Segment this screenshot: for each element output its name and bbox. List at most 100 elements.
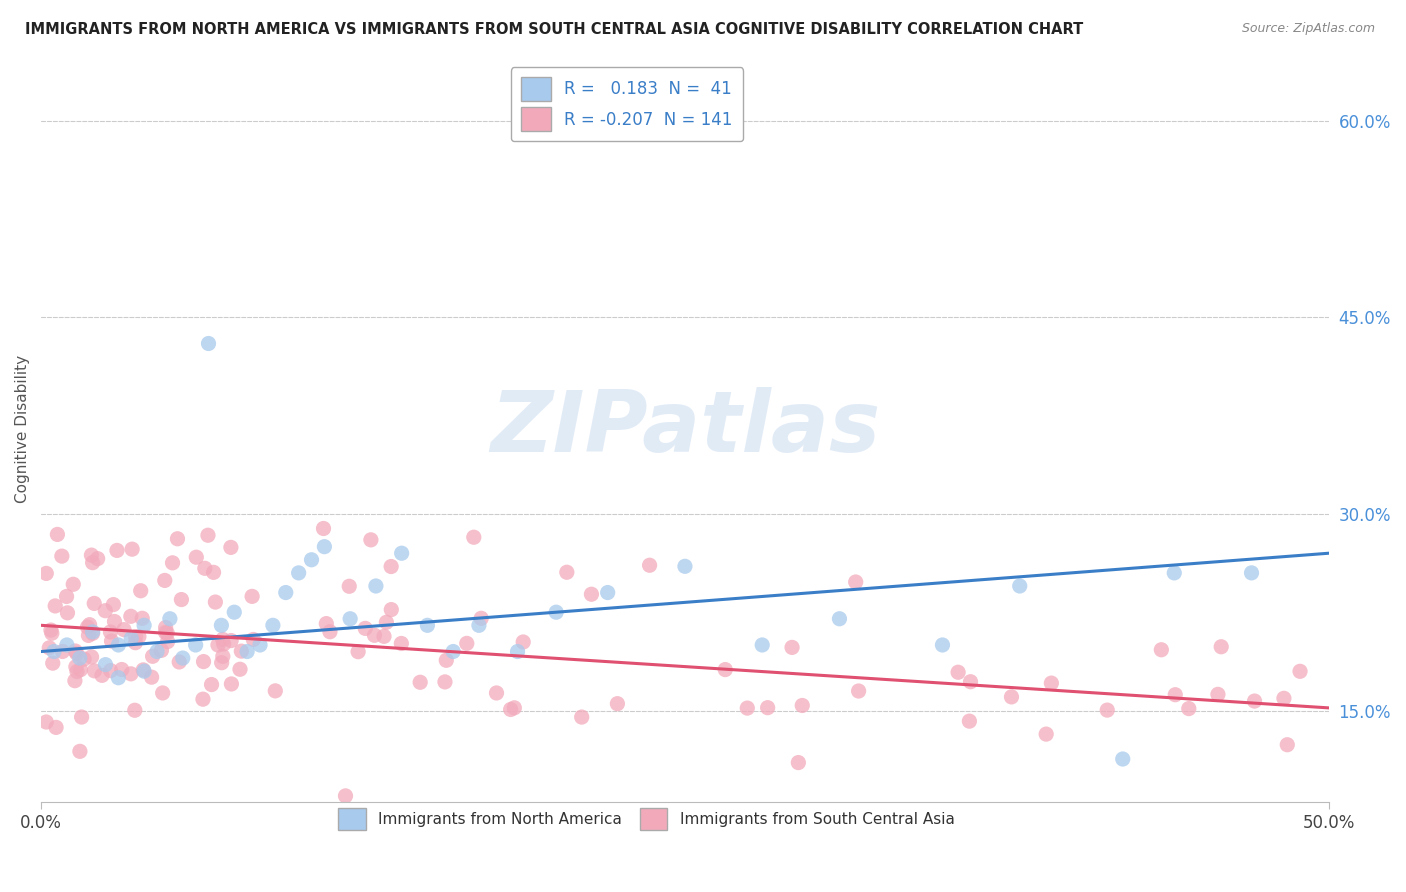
Point bbox=[441, 644, 464, 658]
Point bbox=[105, 543, 128, 558]
Point bbox=[470, 611, 492, 625]
Point bbox=[132, 663, 155, 677]
Point bbox=[69, 663, 91, 677]
Point bbox=[274, 585, 297, 599]
Point bbox=[1040, 676, 1063, 690]
Point bbox=[80, 548, 103, 562]
Point bbox=[596, 585, 619, 599]
Point bbox=[55, 590, 77, 604]
Point bbox=[360, 533, 382, 547]
Point bbox=[555, 566, 578, 580]
Point bbox=[45, 720, 67, 734]
Point bbox=[319, 624, 342, 639]
Point bbox=[1277, 738, 1299, 752]
Point bbox=[828, 612, 851, 626]
Point bbox=[107, 638, 129, 652]
Point bbox=[416, 618, 439, 632]
Point bbox=[314, 540, 336, 554]
Point bbox=[240, 590, 263, 604]
Point bbox=[375, 615, 398, 630]
Point bbox=[124, 630, 146, 644]
Point bbox=[156, 634, 179, 648]
Point bbox=[409, 675, 432, 690]
Point bbox=[571, 710, 593, 724]
Point bbox=[51, 644, 73, 658]
Point bbox=[229, 662, 252, 676]
Point bbox=[82, 626, 104, 640]
Point bbox=[152, 686, 174, 700]
Point bbox=[166, 532, 188, 546]
Point bbox=[44, 599, 66, 613]
Point bbox=[581, 587, 603, 601]
Point bbox=[62, 577, 84, 591]
Point bbox=[1163, 566, 1185, 580]
Point bbox=[485, 686, 508, 700]
Point bbox=[787, 756, 810, 770]
Point bbox=[73, 652, 96, 666]
Point bbox=[638, 558, 661, 573]
Point bbox=[219, 633, 242, 648]
Point bbox=[1289, 665, 1312, 679]
Point bbox=[347, 645, 370, 659]
Point bbox=[463, 530, 485, 544]
Point bbox=[120, 666, 142, 681]
Point bbox=[83, 596, 105, 610]
Point bbox=[41, 626, 63, 640]
Point bbox=[82, 556, 104, 570]
Point bbox=[1097, 703, 1119, 717]
Point bbox=[111, 663, 134, 677]
Point bbox=[162, 556, 184, 570]
Point bbox=[264, 684, 287, 698]
Point bbox=[197, 528, 219, 542]
Point bbox=[224, 605, 246, 619]
Point bbox=[1240, 566, 1263, 580]
Point bbox=[202, 566, 225, 580]
Point bbox=[120, 609, 142, 624]
Text: ZIPatlas: ZIPatlas bbox=[489, 387, 880, 470]
Point bbox=[301, 553, 323, 567]
Point bbox=[66, 646, 89, 660]
Point bbox=[434, 653, 457, 667]
Point bbox=[312, 521, 335, 535]
Point bbox=[142, 649, 165, 664]
Point bbox=[128, 630, 150, 644]
Point bbox=[1178, 701, 1201, 715]
Point bbox=[155, 625, 177, 640]
Point bbox=[373, 629, 395, 643]
Point bbox=[197, 336, 219, 351]
Point bbox=[82, 624, 104, 639]
Point bbox=[86, 551, 108, 566]
Point bbox=[1098, 834, 1121, 848]
Point bbox=[211, 649, 233, 664]
Point bbox=[159, 612, 181, 626]
Point bbox=[249, 638, 271, 652]
Point bbox=[131, 611, 153, 625]
Point bbox=[456, 636, 478, 650]
Point bbox=[1008, 579, 1031, 593]
Point bbox=[155, 621, 177, 635]
Point bbox=[751, 638, 773, 652]
Y-axis label: Cognitive Disability: Cognitive Disability bbox=[15, 355, 30, 503]
Text: Source: ZipAtlas.com: Source: ZipAtlas.com bbox=[1241, 22, 1375, 36]
Point bbox=[503, 701, 526, 715]
Point bbox=[46, 527, 69, 541]
Point bbox=[211, 632, 233, 647]
Point bbox=[673, 559, 696, 574]
Point bbox=[150, 643, 173, 657]
Point bbox=[124, 636, 146, 650]
Point bbox=[957, 714, 980, 728]
Point bbox=[65, 659, 87, 673]
Point bbox=[91, 668, 114, 682]
Point bbox=[468, 618, 491, 632]
Point bbox=[77, 628, 100, 642]
Point bbox=[339, 612, 361, 626]
Point bbox=[153, 574, 176, 588]
Point bbox=[219, 541, 242, 555]
Point bbox=[391, 546, 413, 560]
Point bbox=[38, 640, 60, 655]
Point bbox=[100, 624, 122, 639]
Point bbox=[792, 698, 814, 713]
Point bbox=[499, 702, 522, 716]
Point bbox=[242, 632, 264, 647]
Point bbox=[209, 618, 232, 632]
